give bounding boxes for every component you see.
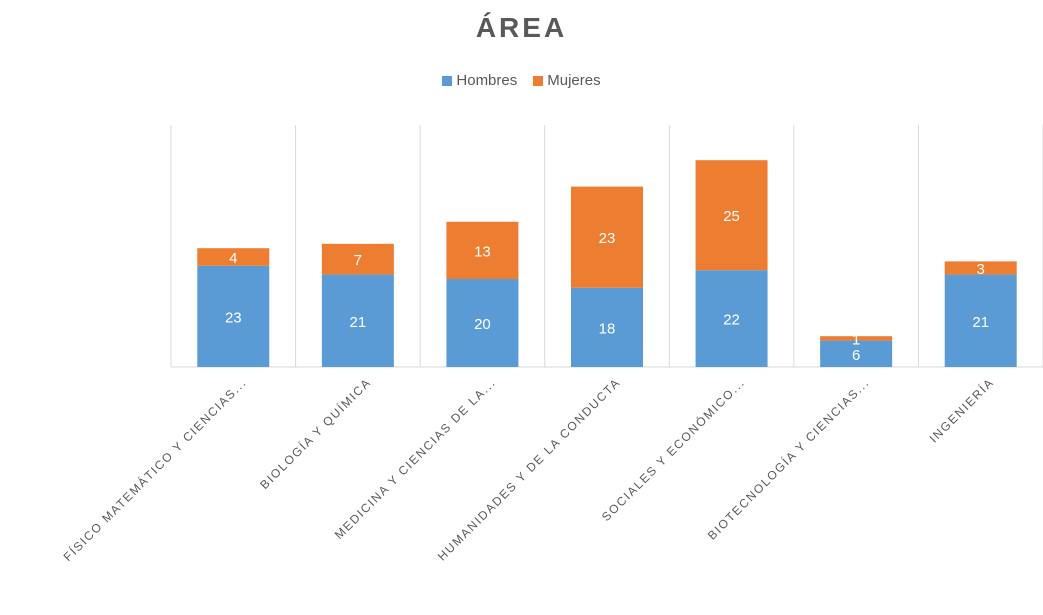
data-label-hombres: 6 [852,347,860,364]
legend-label-mujeres: Mujeres [547,72,601,89]
data-label-hombres: 21 [350,314,367,331]
bar-hombres [820,340,893,367]
bar-hombres [446,279,519,367]
data-label-hombres: 21 [972,314,989,331]
bar-hombres [571,287,643,367]
legend-label-hombres: Hombres [456,72,518,89]
bar-mujeres [446,221,519,279]
legend-item-mujeres: Mujeres [533,72,601,89]
data-label-mujeres: 3 [977,261,985,278]
data-label-hombres: 23 [225,309,242,326]
bar-mujeres [820,336,893,341]
data-label-mujeres: 23 [599,230,616,247]
category-label: SOCIALES Y ECONÓMICO... [598,375,747,524]
bar-hombres [944,274,1017,367]
legend-swatch-mujeres [533,75,544,86]
legend-item-hombres: Hombres [442,72,517,89]
bar-mujeres [571,186,643,288]
data-label-hombres: 20 [474,316,491,333]
bar-hombres [321,274,394,367]
data-label-hombres: 22 [723,312,740,329]
data-label-mujeres: 4 [229,250,237,267]
category-label: FÍSICO MATEMÁTICO Y CIENCIAS... [60,375,249,564]
legend-swatch-hombres [442,75,453,86]
data-label-mujeres: 1 [852,331,860,348]
bar-mujeres [197,248,270,266]
chart-legend: Hombres Mujeres [0,72,1043,89]
bar-mujeres [321,243,394,275]
data-label-mujeres: 25 [723,208,740,225]
chart-title: ÁREA [475,12,568,43]
bar-hombres [197,265,270,367]
data-label-mujeres: 7 [354,252,362,269]
category-label: BIOLOGÍA Y QUÍMICA [257,375,374,492]
category-label: INGENIERÍA [926,375,997,446]
bar-hombres [695,270,768,367]
data-label-mujeres: 13 [474,243,491,260]
data-label-hombres: 18 [599,320,616,337]
bar-mujeres [944,261,1017,275]
bar-mujeres [695,160,768,271]
